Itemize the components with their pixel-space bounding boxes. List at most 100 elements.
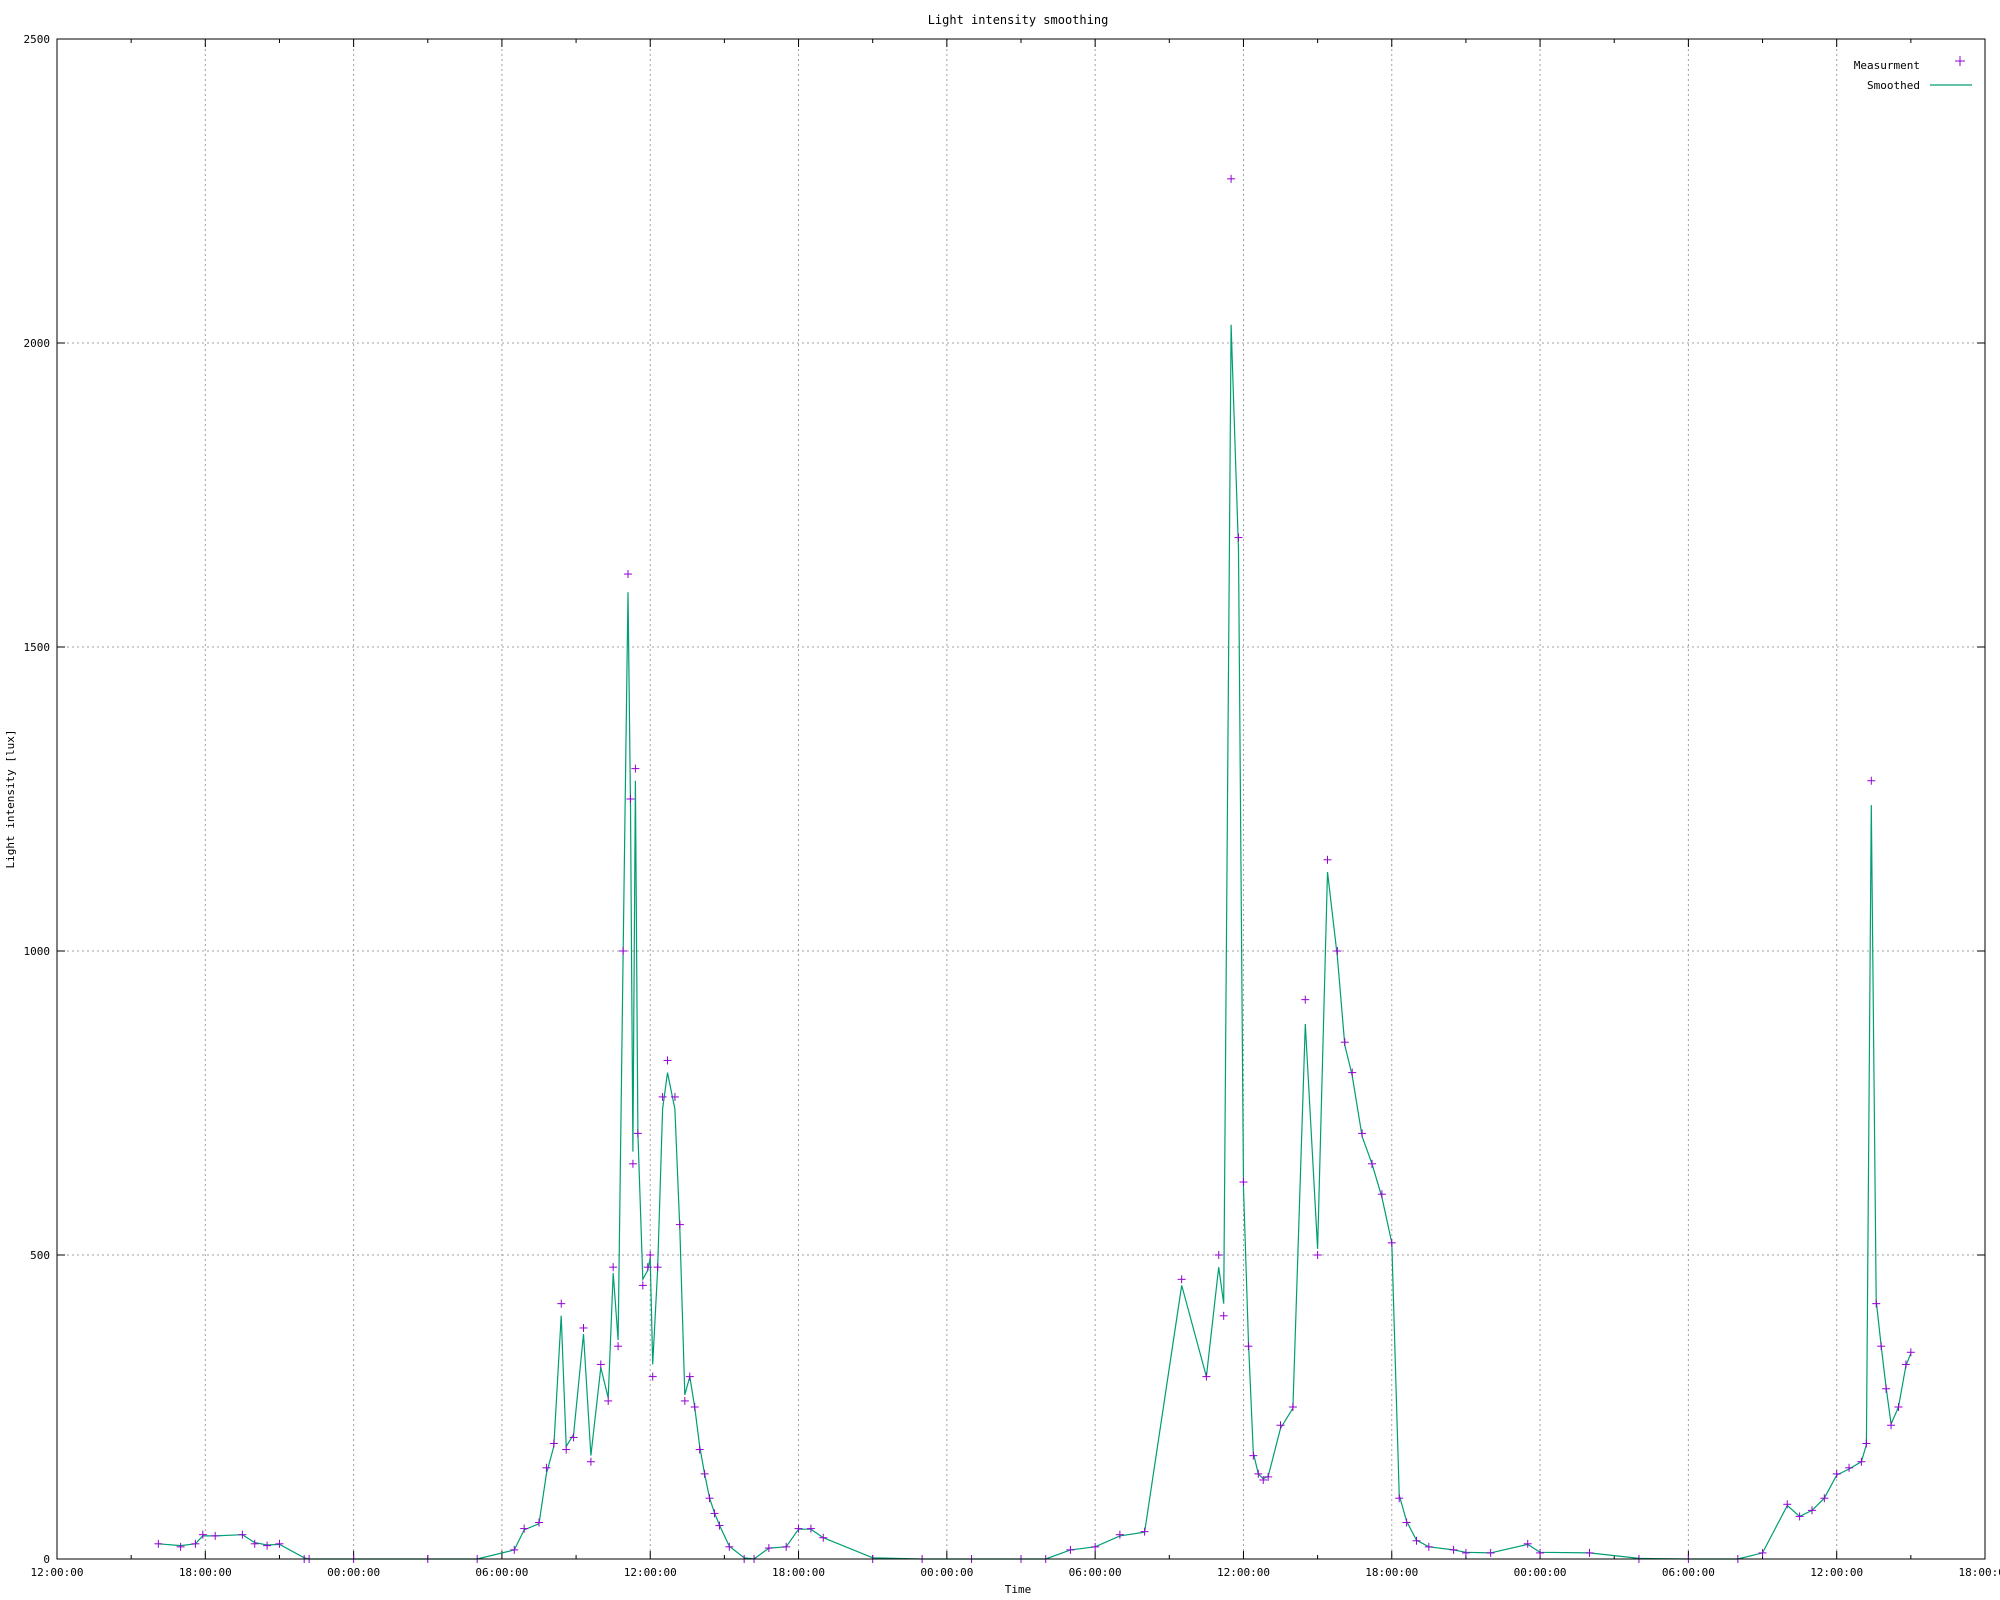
data-point-measurment: [1867, 776, 1876, 785]
data-point-measurment: [633, 1129, 642, 1138]
data-point-measurment: [1249, 1451, 1258, 1460]
x-tick-label: 12:00:00: [31, 1566, 84, 1579]
data-point-measurment: [1783, 1500, 1792, 1509]
data-point-measurment: [628, 1159, 637, 1168]
data-point-measurment: [1536, 1548, 1545, 1557]
data-point-measurment: [1901, 1360, 1910, 1369]
data-point-measurment: [1395, 1494, 1404, 1503]
data-point-measurment: [1288, 1403, 1297, 1411]
x-tick-label: 18:00:00: [1365, 1566, 1418, 1579]
data-point-measurment: [1845, 1463, 1854, 1472]
y-tick-label: 2000: [24, 337, 51, 350]
data-point-measurment: [604, 1396, 613, 1405]
x-tick-label: 12:00:00: [1810, 1566, 1863, 1579]
data-point-measurment: [1523, 1539, 1532, 1548]
y-tick-label: 2500: [24, 33, 51, 46]
data-point-measurment: [1402, 1518, 1411, 1527]
chart-title: Light intensity smoothing: [928, 13, 1109, 27]
data-point-measurment: [715, 1521, 724, 1530]
data-point-measurment: [238, 1530, 247, 1539]
y-tick-label: 1500: [24, 641, 51, 654]
plot-frame: [56, 38, 1986, 1560]
data-point-measurment: [1276, 1421, 1285, 1430]
data-point-measurment: [1259, 1475, 1268, 1484]
data-point-measurment: [1857, 1457, 1866, 1466]
data-point-measurment: [690, 1403, 699, 1411]
series-layer: [154, 174, 1915, 1563]
data-point-measurment: [1758, 1548, 1767, 1557]
data-point-measurment: [710, 1509, 719, 1518]
data-point-measurment: [1807, 1506, 1816, 1515]
y-tick-label: 1000: [24, 945, 51, 958]
data-point-measurment: [1234, 533, 1243, 542]
data-point-measurment: [648, 1372, 657, 1381]
data-point-measurment: [1424, 1542, 1433, 1551]
data-point-measurment: [198, 1530, 207, 1539]
data-point-measurment: [675, 1220, 684, 1229]
x-tick-label: 06:00:00: [1662, 1566, 1715, 1579]
data-point-measurment: [1862, 1439, 1871, 1448]
data-point-measurment: [549, 1439, 558, 1448]
data-point-measurment: [542, 1463, 551, 1472]
data-point-measurment: [1795, 1512, 1804, 1521]
x-tick-label: 18:00:00: [1959, 1566, 2000, 1579]
data-point-measurment: [1091, 1542, 1100, 1551]
legend: Measurment Smoothed: [1854, 56, 1972, 92]
data-point-measurment: [695, 1445, 704, 1454]
data-point-measurment: [1202, 1372, 1211, 1381]
data-point-measurment: [653, 1263, 662, 1272]
data-point-measurment: [275, 1539, 284, 1548]
data-point-measurment: [1244, 1342, 1253, 1351]
data-point-measurment: [211, 1531, 220, 1540]
data-point-measurment: [1340, 1038, 1349, 1047]
data-point-measurment: [1115, 1530, 1124, 1539]
data-point-measurment: [535, 1518, 543, 1527]
data-point-measurment: [1323, 855, 1332, 864]
data-point-measurment: [1219, 1311, 1228, 1320]
data-point-measurment: [263, 1541, 272, 1550]
y-axis-label: Light intensity [lux]: [4, 729, 17, 868]
data-point-measurment: [631, 764, 640, 773]
data-point-measurment: [1387, 1238, 1396, 1247]
data-point-measurment: [806, 1524, 815, 1533]
data-point-measurment: [510, 1545, 519, 1554]
data-point-measurment: [1239, 1178, 1248, 1187]
x-tick-label: 00:00:00: [920, 1566, 973, 1579]
data-point-measurment: [1412, 1536, 1421, 1545]
data-point-measurment: [562, 1445, 571, 1454]
data-point-measurment: [1254, 1469, 1263, 1478]
data-point-measurment: [685, 1372, 694, 1381]
data-point-measurment: [586, 1457, 595, 1466]
data-point-measurment: [700, 1469, 709, 1478]
data-point-measurment: [705, 1494, 714, 1503]
y-tick-label: 500: [30, 1249, 50, 1262]
data-point-measurment: [658, 1092, 667, 1101]
data-point-measurment: [1882, 1384, 1891, 1393]
data-point-measurment: [626, 795, 635, 803]
data-point-measurment: [1894, 1403, 1903, 1411]
data-point-measurment: [1333, 947, 1342, 955]
data-point-measurment: [191, 1539, 200, 1548]
data-point-measurment: [596, 1360, 605, 1369]
data-point-measurment: [1877, 1342, 1886, 1351]
x-tick-label: 18:00:00: [179, 1566, 232, 1579]
data-point-measurment: [638, 1281, 647, 1290]
data-point-measurment: [1313, 1251, 1322, 1259]
data-point-measurment: [520, 1524, 529, 1533]
y-tick-label: 0: [43, 1553, 50, 1566]
data-point-measurment: [176, 1542, 185, 1551]
data-point-measurment: [680, 1396, 689, 1405]
data-point-measurment: [154, 1539, 163, 1548]
data-point-measurment: [663, 1056, 672, 1065]
x-axis-label: Time: [1005, 1583, 1032, 1596]
data-point-measurment: [643, 1263, 652, 1272]
data-point-measurment: [1461, 1548, 1470, 1557]
data-point-measurment: [569, 1433, 578, 1442]
legend-marker-measurment: [1955, 56, 1965, 66]
data-point-measurment: [1887, 1421, 1896, 1430]
data-point-measurment: [579, 1323, 588, 1332]
data-point-measurment: [1358, 1129, 1367, 1138]
x-tick-label: 18:00:00: [772, 1566, 825, 1579]
data-point-measurment: [1449, 1545, 1458, 1554]
